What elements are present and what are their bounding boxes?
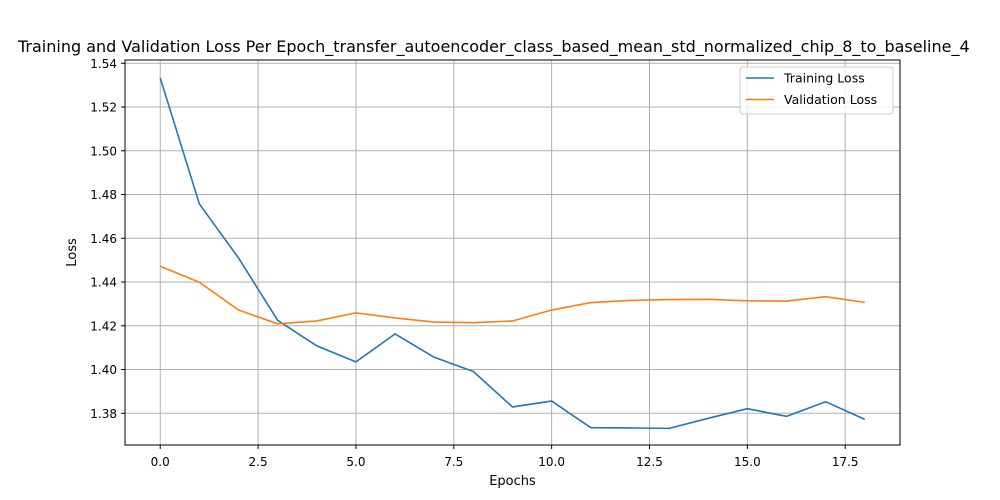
x-axis-label: Epochs <box>489 474 536 489</box>
y-tick-label: 1.40 <box>90 363 117 377</box>
x-tick-label: 7.5 <box>444 455 463 469</box>
grid <box>125 60 900 445</box>
training-loss-line <box>159 77 866 430</box>
x-tick-label: 0.0 <box>151 455 170 469</box>
y-axis-ticks: 1.38 1.40 1.42 1.44 1.46 1.48 1.50 1.52 1.54 <box>90 57 125 421</box>
x-tick-label: 10.0 <box>538 455 565 469</box>
x-tick-label: 15.0 <box>734 455 761 469</box>
y-tick-label: 1.42 <box>90 319 117 333</box>
y-tick-label: 1.44 <box>90 276 117 290</box>
y-axis-label: Loss <box>65 238 80 267</box>
y-tick-label: 1.46 <box>90 232 117 246</box>
y-tick-label: 1.50 <box>90 144 117 158</box>
x-tick-label: 2.5 <box>249 455 268 469</box>
plot-area-frame <box>124 59 901 446</box>
legend: Training Loss Validation Loss <box>739 66 894 115</box>
chart-title: Training and Validation Loss Per Epoch_t… <box>17 37 970 57</box>
validation-loss-line <box>159 265 865 325</box>
legend-label-validation-loss: Validation Loss <box>784 92 877 107</box>
x-tick-label: 5.0 <box>346 455 365 469</box>
y-tick-label: 1.48 <box>90 188 117 202</box>
y-tick-label: 1.52 <box>90 101 117 115</box>
legend-label-training-loss: Training Loss <box>783 71 865 86</box>
x-axis-ticks: 0.0 2.5 5.0 7.5 10.0 12.5 15.0 17.5 <box>151 445 859 469</box>
x-tick-label: 17.5 <box>832 455 859 469</box>
y-tick-label: 1.38 <box>90 407 117 421</box>
series-lines <box>159 77 866 430</box>
x-tick-label: 12.5 <box>636 455 663 469</box>
legend-box <box>739 66 894 115</box>
y-tick-label: 1.54 <box>90 57 117 71</box>
